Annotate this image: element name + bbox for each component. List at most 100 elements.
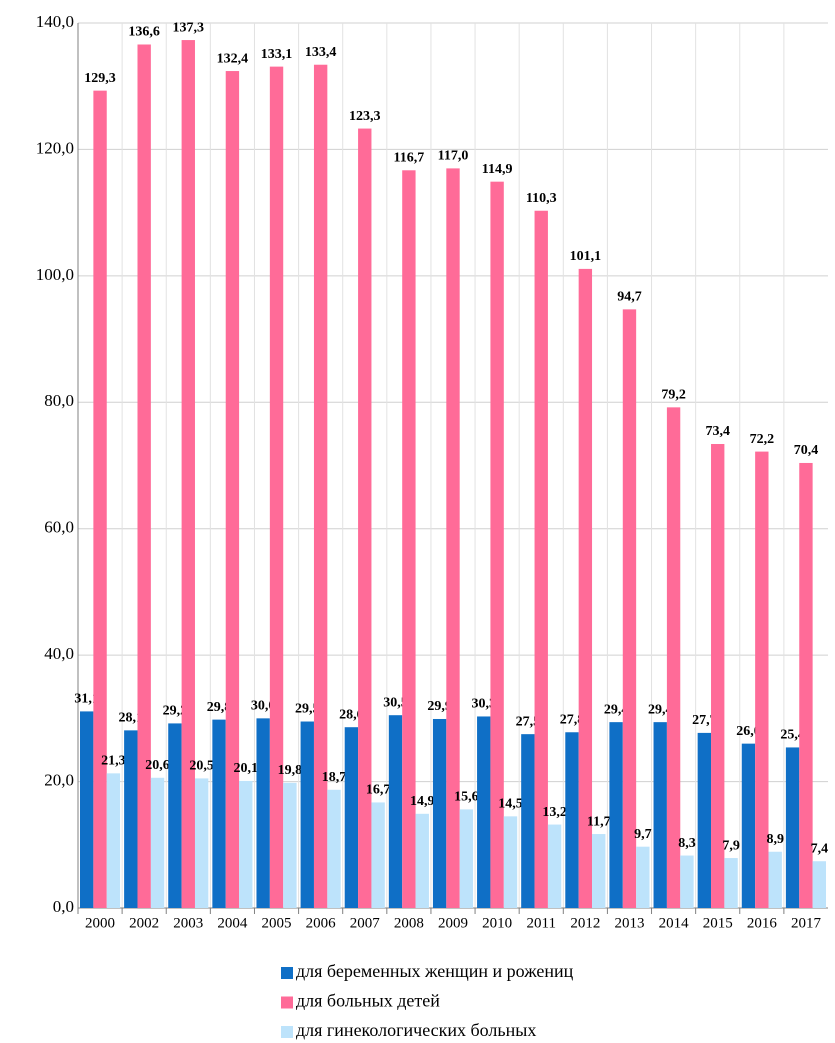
bar	[666, 407, 681, 908]
bar	[402, 170, 416, 908]
value-label: 26,0	[736, 724, 761, 739]
bar	[181, 40, 195, 908]
bar	[388, 715, 403, 908]
value-label: 8,3	[678, 836, 696, 851]
bar	[755, 451, 769, 908]
x-tick-label: 2002	[129, 915, 159, 931]
value-label: 30,3	[471, 697, 496, 712]
x-tick-label: 2008	[394, 915, 424, 931]
value-label: 29,2	[163, 704, 188, 719]
value-label: 29,5	[295, 702, 320, 717]
value-label: 20,5	[189, 759, 214, 774]
bar	[477, 716, 491, 908]
bar	[680, 855, 694, 908]
value-label: 14,5	[498, 797, 523, 812]
bar	[547, 824, 562, 908]
y-tick-label: 40,0	[44, 644, 74, 663]
value-label: 114,9	[482, 162, 513, 177]
legend-swatch	[281, 996, 293, 1009]
value-label: 16,7	[366, 783, 391, 798]
bar	[724, 858, 738, 908]
bar	[80, 711, 94, 908]
value-label: 117,0	[438, 149, 469, 164]
value-label: 29,4	[648, 702, 673, 717]
value-label: 20,1	[234, 761, 259, 776]
bar	[124, 730, 138, 908]
bar	[741, 743, 756, 908]
value-label: 7,9	[722, 838, 740, 853]
value-label: 101,1	[570, 249, 602, 264]
value-label: 13,2	[542, 805, 567, 820]
value-label: 31,1	[74, 692, 99, 707]
bar	[697, 732, 712, 908]
value-label: 29,9	[427, 699, 452, 714]
value-label: 30,0	[251, 699, 276, 714]
x-tick-label: 2003	[173, 915, 203, 931]
bar	[653, 722, 667, 908]
bar	[785, 747, 800, 908]
value-label: 116,7	[394, 151, 425, 166]
x-tick-label: 2013	[614, 915, 644, 931]
legend-label: для гинекологических больных	[296, 1020, 536, 1040]
value-label: 18,7	[322, 770, 347, 785]
x-tick-label: 2015	[703, 915, 733, 931]
y-tick-label: 0,0	[53, 897, 74, 916]
x-tick-label: 2016	[747, 915, 778, 931]
value-label: 28,1	[119, 711, 144, 726]
bar	[256, 718, 270, 908]
value-label: 136,6	[128, 25, 160, 40]
value-label: 27,5	[516, 714, 541, 729]
y-tick-label: 140,0	[36, 12, 74, 31]
bar	[327, 789, 341, 908]
x-tick-label: 2006	[306, 915, 337, 931]
x-tick-label: 2004	[217, 915, 248, 931]
bar	[225, 71, 240, 909]
value-label: 133,4	[305, 45, 337, 60]
y-tick-label: 60,0	[44, 518, 74, 537]
value-label: 110,3	[526, 191, 557, 206]
y-tick-label: 120,0	[36, 138, 74, 157]
bar	[313, 64, 328, 908]
bar	[239, 780, 253, 908]
x-tick-label: 2007	[350, 915, 381, 931]
bar	[768, 851, 782, 908]
legend-label: для больных детей	[296, 991, 440, 1011]
x-tick-label: 2014	[659, 915, 690, 931]
x-tick-label: 2012	[570, 915, 600, 931]
bar	[93, 90, 107, 908]
value-label: 132,4	[217, 51, 249, 66]
value-label: 27,7	[692, 713, 717, 728]
value-label: 123,3	[349, 109, 381, 124]
bar	[503, 816, 518, 908]
y-tick-label: 100,0	[36, 265, 74, 284]
bar	[300, 721, 314, 908]
value-label: 29,8	[207, 700, 232, 715]
x-tick-label: 2000	[85, 915, 115, 931]
value-label: 8,9	[766, 832, 784, 847]
legend-swatch	[281, 967, 293, 979]
x-tick-label: 2010	[482, 915, 512, 931]
bar	[565, 732, 579, 908]
bar	[344, 727, 359, 908]
bar	[269, 66, 284, 908]
value-label: 20,6	[145, 758, 170, 773]
bar	[622, 309, 637, 908]
y-tick-label: 20,0	[44, 770, 74, 789]
bar	[592, 834, 606, 908]
legend-label: для беременных женщин и рожениц	[296, 961, 574, 981]
value-label: 133,1	[261, 47, 293, 62]
bar	[534, 210, 548, 908]
value-label: 94,7	[617, 290, 642, 305]
bar	[150, 777, 165, 908]
x-tick-label: 2017	[791, 915, 822, 931]
value-label: 7,4	[811, 841, 829, 856]
value-label: 72,2	[750, 432, 775, 447]
y-tick-label: 80,0	[44, 391, 74, 410]
value-label: 19,8	[278, 763, 303, 778]
value-label: 14,9	[410, 794, 435, 809]
bar	[137, 44, 151, 908]
value-label: 11,7	[587, 814, 611, 829]
bar	[636, 846, 650, 908]
bar	[371, 802, 385, 908]
